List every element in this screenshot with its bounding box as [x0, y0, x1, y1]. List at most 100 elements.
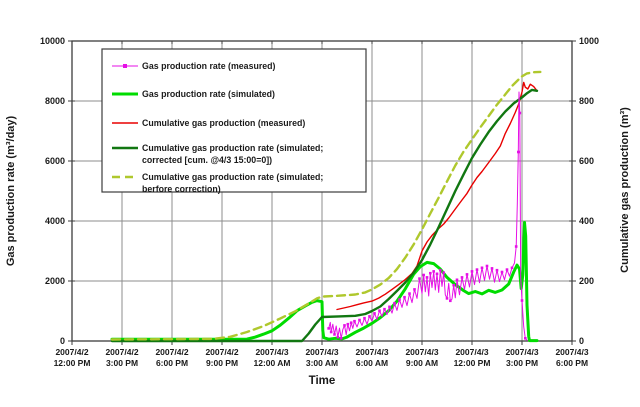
series-marker-rate-measured: [373, 312, 376, 315]
series-marker-rate-measured: [439, 268, 442, 272]
y-left-tick-label: 2000: [45, 276, 65, 286]
legend: Gas production rate (measured) Gas produc…: [101, 48, 367, 194]
series-marker-rate-measured: [449, 299, 452, 303]
legend-label-rate-simulated: Gas production rate (simulated): [142, 89, 275, 99]
series-marker-rate-measured: [460, 276, 464, 279]
series-marker-rate-measured: [475, 268, 479, 271]
series-marker-rate-measured: [470, 270, 474, 273]
series-marker-rate-measured: [383, 307, 386, 311]
series-marker-rate-measured: [435, 272, 439, 276]
series-marker-rate-measured: [336, 335, 340, 339]
series-line-rate-simulated: [110, 221, 539, 343]
x-tick-label-time: 12:00 PM: [454, 358, 491, 368]
legend-label-cum-sim-corrected: corrected [cum. @4/3 15:00=0]): [142, 155, 272, 165]
y-right-tick-label: 200: [579, 276, 594, 286]
series-marker-rate-measured: [339, 337, 343, 340]
y-left-tick-label: 8000: [45, 96, 65, 106]
x-tick-label-date: 2007/4/2: [205, 347, 238, 357]
x-tick-label-date: 2007/4/2: [105, 347, 138, 357]
x-tick-label-time: 6:00 PM: [156, 358, 188, 368]
x-tick-label-date: 2007/4/3: [555, 347, 588, 357]
legend-label-cum-sim-before: berfore correction): [142, 184, 221, 194]
y-right-tick-label: 1000: [579, 36, 599, 46]
series-marker-rate-measured: [408, 292, 411, 295]
legend-label-cum-sim-before: Cumulative gas production rate (simulate…: [142, 172, 323, 182]
series-marker-rate-measured: [517, 150, 520, 154]
legend-item-cum-sim-corrected: Cumulative gas production rate (simulate…: [112, 143, 323, 165]
y-right-tick-label: 600: [579, 156, 594, 166]
legend-item-cum-measured: Cumulative gas production (measured): [112, 118, 305, 128]
x-tick-label-date: 2007/4/3: [455, 347, 488, 357]
series-marker-rate-measured: [510, 266, 514, 270]
series-marker-rate-measured: [329, 330, 333, 334]
legend-box: [101, 48, 367, 193]
x-tick-label-time: 3:00 PM: [506, 358, 538, 368]
y-left-tick-label: 0: [60, 336, 65, 346]
x-tick-label-time: 6:00 PM: [556, 358, 588, 368]
series-line-cum-sim-corrected: [110, 88, 539, 343]
series-marker-rate-measured: [465, 273, 469, 276]
legend-label-cum-measured: Cumulative gas production (measured): [142, 118, 305, 128]
series-marker-rate-measured: [393, 301, 396, 305]
x-tick-label-time: 6:00 AM: [356, 358, 388, 368]
series-marker-rate-measured: [349, 321, 353, 324]
y-right-tick-label: 400: [579, 216, 594, 226]
series-marker-rate-measured: [514, 245, 518, 248]
legend-label-cum-sim-corrected: Cumulative gas production rate (simulate…: [142, 143, 323, 153]
legend-item-cum-sim-before: Cumulative gas production rate (simulate…: [112, 172, 323, 194]
series-marker-rate-measured: [455, 278, 459, 282]
x-tick-label-time: 9:00 PM: [206, 358, 238, 368]
legend-swatch-marker-rate-measured: [123, 64, 127, 68]
legend-label-rate-measured: Gas production rate (measured): [142, 61, 276, 71]
y-axis-title-left: Gas production rate (m³/day): [5, 115, 17, 266]
x-tick-label-date: 2007/4/3: [505, 347, 538, 357]
series-marker-rate-measured: [429, 271, 432, 275]
series-marker-rate-measured: [413, 288, 416, 291]
series-marker-rate-measured: [505, 268, 509, 271]
series-marker-rate-measured: [445, 297, 449, 300]
series-marker-rate-measured: [518, 111, 522, 115]
series-marker-rate-measured: [452, 283, 455, 287]
series-marker-rate-measured: [500, 270, 504, 274]
series-marker-rate-measured: [490, 267, 494, 270]
x-tick-label-time: 3:00 PM: [106, 358, 138, 368]
series-marker-rate-measured: [418, 277, 421, 280]
x-tick-label-time: 9:00 AM: [406, 358, 438, 368]
series-marker-rate-measured: [485, 264, 489, 268]
series-marker-rate-measured: [346, 322, 350, 326]
series-marker-rate-measured: [333, 333, 336, 336]
y-left-tick-label: 10000: [40, 36, 65, 46]
x-tick-label-date: 2007/4/2: [55, 347, 88, 357]
series-marker-rate-measured: [388, 305, 391, 309]
x-tick-label-date: 2007/4/3: [305, 347, 338, 357]
x-tick-label-time: 12:00 AM: [253, 358, 290, 368]
series-marker-rate-measured: [524, 337, 527, 340]
y-right-tick-label: 0: [579, 336, 584, 346]
y-left-tick-label: 4000: [45, 216, 65, 226]
series-marker-rate-measured: [425, 276, 429, 279]
y-left-tick-label: 6000: [45, 156, 65, 166]
x-tick-label-date: 2007/4/3: [405, 347, 438, 357]
series-marker-rate-measured: [398, 298, 401, 301]
legend-item-rate-measured: Gas production rate (measured): [112, 61, 276, 71]
series-line-cum-sim-before: [110, 70, 542, 341]
y-axis-title-right: Cumulative gas production (m³): [619, 107, 631, 273]
series-marker-rate-measured: [358, 318, 361, 322]
legend-item-rate-simulated: Gas production rate (simulated): [112, 89, 275, 99]
series-marker-rate-measured: [442, 271, 445, 274]
series-marker-rate-measured: [378, 309, 381, 312]
x-tick-label-date: 2007/4/3: [355, 347, 388, 357]
series-marker-rate-measured: [422, 273, 425, 277]
series-marker-rate-measured: [480, 266, 484, 270]
series-marker-rate-measured: [353, 319, 356, 323]
series-marker-rate-measured: [327, 327, 330, 330]
series-marker-rate-measured: [363, 316, 366, 320]
series-marker-rate-measured: [403, 295, 406, 299]
x-tick-label-time: 12:00 PM: [54, 358, 91, 368]
x-tick-label-date: 2007/4/3: [255, 347, 288, 357]
series-line-cum-measured: [336, 81, 538, 311]
x-tick-label-time: 3:00 AM: [306, 358, 338, 368]
y-right-tick-label: 800: [579, 96, 594, 106]
series-marker-rate-measured: [495, 268, 499, 272]
